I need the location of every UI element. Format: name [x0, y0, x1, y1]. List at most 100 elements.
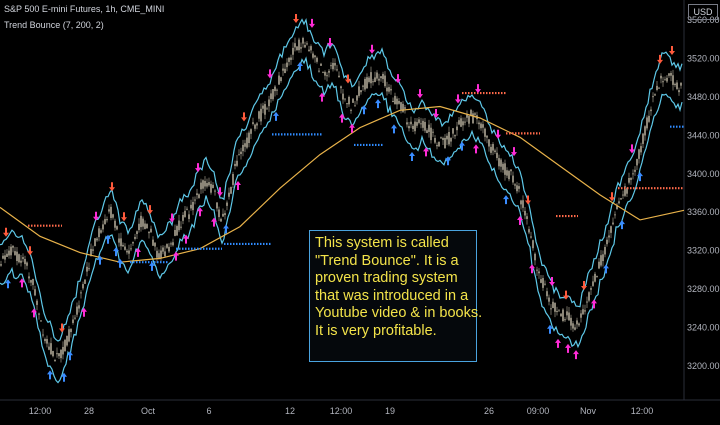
- candle-body: [28, 276, 30, 279]
- candle-body: [308, 49, 310, 52]
- candle-body: [126, 250, 128, 253]
- candle-body: [470, 109, 472, 117]
- sell-arrow-icon: [109, 182, 115, 192]
- candle-body: [22, 257, 24, 259]
- candle-body: [484, 128, 486, 137]
- candle-body: [568, 312, 570, 321]
- sell-arrow-icon: [495, 129, 501, 139]
- candle-body: [404, 107, 406, 109]
- candle-body: [200, 182, 202, 190]
- buy-arrow-icon: [135, 247, 141, 257]
- candle-body: [466, 114, 468, 118]
- candle-body: [416, 122, 418, 126]
- candle-body: [548, 297, 550, 302]
- buy-arrow-icon: [565, 343, 571, 353]
- candle-body: [498, 158, 500, 167]
- candle-body: [376, 72, 378, 79]
- y-tick-label: 3200.00: [687, 361, 720, 371]
- candle-body: [444, 137, 446, 149]
- candle-body: [344, 98, 346, 100]
- candle-body: [250, 129, 252, 134]
- buy-arrow-icon: [105, 234, 111, 244]
- candle-body: [274, 86, 276, 92]
- candle-body: [296, 46, 298, 51]
- candle-body: [134, 236, 136, 239]
- candle-body: [496, 152, 498, 159]
- candle-body: [556, 311, 558, 313]
- candle-body: [48, 346, 50, 350]
- candle-body: [26, 262, 28, 266]
- candle-body: [574, 327, 576, 330]
- candle-body: [636, 159, 638, 166]
- candle-body: [346, 103, 348, 105]
- candle-body: [222, 213, 224, 217]
- y-tick-label: 3280.00: [687, 284, 720, 294]
- candle-body: [374, 77, 376, 83]
- candle-body: [650, 109, 652, 112]
- candle-body: [78, 305, 80, 309]
- candle-body: [310, 46, 312, 51]
- candle-body: [434, 138, 436, 143]
- buy-arrow-icon: [223, 224, 229, 234]
- candle-body: [506, 170, 508, 176]
- candle-body: [656, 85, 658, 90]
- candle-body: [398, 100, 400, 104]
- buy-arrow-icon: [149, 261, 155, 271]
- candle-body: [120, 238, 122, 247]
- candle-body: [140, 215, 142, 228]
- candle-body: [18, 254, 20, 263]
- candle-body: [284, 68, 286, 74]
- candle-body: [418, 119, 420, 123]
- sell-arrow-icon: [217, 187, 223, 197]
- candle-body: [54, 359, 56, 361]
- candle-body: [84, 279, 86, 284]
- candle-body: [44, 338, 46, 342]
- candle-body: [316, 57, 318, 62]
- sell-arrow-icon: [121, 212, 127, 222]
- buy-arrow-icon: [81, 307, 87, 317]
- candle-body: [606, 239, 608, 245]
- candle-body: [596, 275, 598, 277]
- candle-body: [12, 245, 14, 248]
- candle-body: [108, 209, 110, 212]
- candle-body: [580, 313, 582, 318]
- candle-body: [218, 209, 220, 218]
- candle-body: [648, 115, 650, 122]
- candle-body: [142, 218, 144, 227]
- candle-body: [152, 239, 154, 246]
- candle-body: [52, 351, 54, 357]
- x-tick-label: 19: [385, 406, 395, 416]
- y-tick-label: 3360.00: [687, 207, 720, 217]
- candle-body: [10, 246, 12, 256]
- buy-arrow-icon: [197, 207, 203, 217]
- candle-body: [678, 90, 680, 93]
- sell-arrow-icon: [345, 74, 351, 84]
- candle-body: [154, 242, 156, 247]
- annotation-line: It is very profitable.: [315, 322, 437, 339]
- sell-arrow-icon: [669, 45, 675, 55]
- currency-badge[interactable]: USD: [688, 4, 718, 20]
- sell-arrow-icon: [433, 109, 439, 119]
- candle-body: [494, 150, 496, 152]
- candle-body: [186, 208, 188, 210]
- candle-body: [148, 231, 150, 234]
- candle-body: [254, 124, 256, 129]
- y-tick-label: 3440.00: [687, 130, 720, 140]
- candle-body: [114, 220, 116, 228]
- candle-body: [96, 238, 98, 241]
- candle-body: [438, 141, 440, 147]
- buy-arrow-icon: [619, 220, 625, 230]
- candle-body: [318, 70, 320, 72]
- x-tick-label: 09:00: [527, 406, 550, 416]
- sell-arrow-icon: [629, 144, 635, 154]
- candle-body: [162, 247, 164, 252]
- annotation-line: proven trading system: [315, 270, 458, 286]
- candle-body: [450, 137, 452, 142]
- candle-body: [610, 226, 612, 233]
- sell-arrow-icon: [609, 192, 615, 202]
- candle-body: [242, 144, 244, 152]
- candle-body: [526, 216, 528, 219]
- candle-body: [212, 184, 214, 189]
- candle-body: [188, 214, 190, 219]
